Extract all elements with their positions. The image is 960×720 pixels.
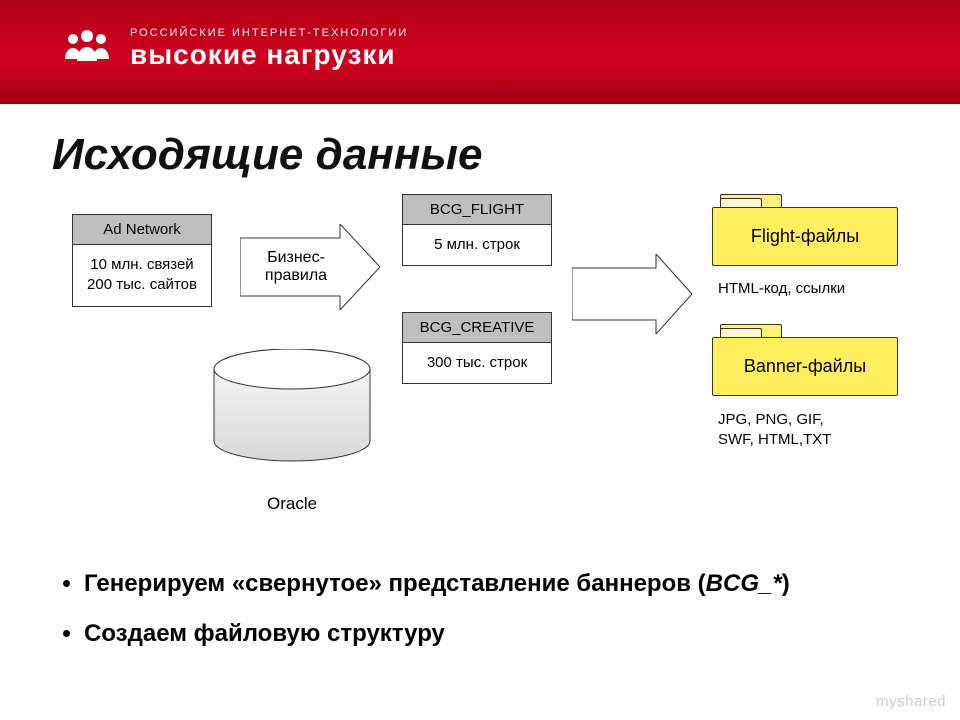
box-body: 5 млн. строк [403, 225, 551, 265]
header-bar: РОССИЙСКИЕ ИНТЕРНЕТ-ТЕХНОЛОГИИ высокие н… [0, 0, 960, 104]
banner-files-caption: JPG, PNG, GIF, SWF, HTML,TXT [718, 410, 831, 451]
database-label: Oracle [267, 494, 317, 514]
arrow-label: Бизнес- правила [240, 224, 352, 310]
box-header: Ad Network [73, 215, 211, 245]
list-item: Создаем файловую структуру [84, 618, 882, 650]
header-logo: РОССИЙСКИЕ ИНТЕРНЕТ-ТЕХНОЛОГИИ высокие н… [60, 14, 408, 84]
watermark: myshared [876, 693, 946, 710]
box-body: 10 млн. связей 200 тыс. сайтов [73, 245, 211, 306]
bullet-emph: BCG_* [706, 570, 782, 597]
arrow-business-rules: Бизнес- правила [240, 224, 380, 310]
folder-label: Banner-файлы [712, 337, 898, 396]
header-subtitle: РОССИЙСКИЕ ИНТЕРНЕТ-ТЕХНОЛОГИИ [130, 27, 408, 39]
people-icon [60, 27, 114, 72]
box-body: 300 тыс. строк [403, 343, 551, 383]
folder-label: Flight-файлы [712, 207, 898, 266]
bullet-text: Генерируем «свернутое» представление бан… [84, 570, 706, 597]
box-ad-network: Ad Network 10 млн. связей 200 тыс. сайто… [72, 214, 212, 307]
bullet-text: ) [782, 570, 790, 597]
bullet-text: Создаем файловую структуру [84, 620, 445, 647]
diagram: Ad Network 10 млн. связей 200 тыс. сайто… [32, 194, 928, 554]
list-item: Генерируем «свернутое» представление бан… [84, 568, 882, 600]
box-bcg-flight: BCG_FLIGHT 5 млн. строк [402, 194, 552, 266]
flight-files-caption: HTML-код, ссылки [718, 280, 845, 297]
header-title: высокие нагрузки [130, 39, 408, 71]
header-text: РОССИЙСКИЕ ИНТЕРНЕТ-ТЕХНОЛОГИИ высокие н… [130, 27, 408, 71]
folder-flight-files: Flight-файлы [712, 194, 898, 266]
bullet-list: Генерируем «свернутое» представление бан… [52, 568, 882, 669]
database-icon [212, 349, 372, 464]
box-header: BCG_FLIGHT [403, 195, 551, 225]
arrow-to-files [572, 254, 692, 334]
box-header: BCG_CREATIVE [403, 313, 551, 343]
folder-banner-files: Banner-файлы [712, 324, 898, 396]
page-title: Исходящие данные [52, 130, 482, 180]
box-bcg-creative: BCG_CREATIVE 300 тыс. строк [402, 312, 552, 384]
